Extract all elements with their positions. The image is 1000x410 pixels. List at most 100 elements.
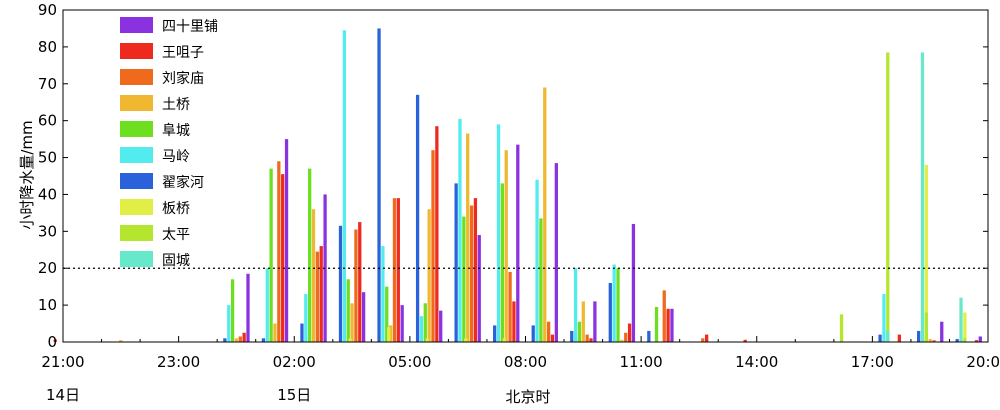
bar-7 xyxy=(223,338,227,342)
y-tick-label: 70 xyxy=(38,75,57,93)
bar-5 xyxy=(577,321,582,342)
bar-7 xyxy=(338,225,343,342)
bar-7 xyxy=(878,334,882,342)
bar-1 xyxy=(284,139,289,342)
x-tick-label: 14:00 xyxy=(735,353,778,371)
bar-2 xyxy=(358,222,362,342)
x-tick-label: 23:00 xyxy=(157,353,200,371)
y-tick-label: 50 xyxy=(38,149,57,167)
bar-4 xyxy=(311,209,316,342)
bar-4 xyxy=(581,301,585,342)
bar-3 xyxy=(701,338,705,342)
bar-2 xyxy=(396,198,400,342)
legend-label: 固城 xyxy=(162,253,190,269)
bar-3 xyxy=(662,290,666,342)
bar-7 xyxy=(570,330,574,342)
bar-2 xyxy=(666,308,670,342)
x-tick-label: 21:00 xyxy=(41,353,84,371)
bar-4 xyxy=(620,339,624,342)
bar-6 xyxy=(227,305,231,342)
bar-10 xyxy=(959,297,963,342)
bar-3 xyxy=(277,161,281,342)
legend-swatch xyxy=(120,95,153,111)
bar-2 xyxy=(281,174,285,342)
legend-swatch xyxy=(120,43,153,59)
bar-8 xyxy=(387,327,391,342)
bar-7 xyxy=(916,330,921,342)
bars-layer xyxy=(53,28,982,343)
bar-1 xyxy=(477,235,481,342)
bar-3 xyxy=(431,150,435,342)
bar-6 xyxy=(381,246,385,342)
bar-2 xyxy=(550,334,555,342)
bar-7 xyxy=(955,339,959,342)
date-label: 15日 xyxy=(277,386,311,404)
bar-1 xyxy=(593,301,597,342)
bar-10 xyxy=(886,330,890,342)
bar-3 xyxy=(932,340,936,342)
legend-swatch xyxy=(120,147,153,163)
bar-1 xyxy=(516,144,520,342)
legend-label: 板桥 xyxy=(162,201,190,217)
bar-2 xyxy=(473,198,478,342)
y-tick-label: 20 xyxy=(38,259,57,277)
bar-1 xyxy=(323,194,327,342)
y-tick-label: 90 xyxy=(38,1,57,19)
legend-label: 四十里铺 xyxy=(162,19,218,35)
legend-swatch xyxy=(120,173,153,189)
bar-7 xyxy=(377,28,381,342)
bar-4 xyxy=(504,150,508,342)
bar-2 xyxy=(242,332,246,342)
bar-3 xyxy=(392,198,397,342)
legend-label: 阜城 xyxy=(162,122,190,139)
bar-2 xyxy=(974,340,979,342)
bar-8 xyxy=(963,312,967,342)
legend-swatch xyxy=(120,17,153,33)
bar-3 xyxy=(624,332,628,342)
bar-5 xyxy=(654,306,659,342)
bar-7 xyxy=(261,338,266,342)
bar-5 xyxy=(230,279,235,342)
bar-2 xyxy=(743,339,747,342)
x-tick-label: 02:00 xyxy=(273,353,316,371)
bar-5 xyxy=(346,279,350,342)
y-tick-label: 10 xyxy=(38,296,57,314)
x-tick-label: 20:00 xyxy=(966,353,1000,371)
legend-swatch xyxy=(120,199,153,215)
legend-label: 王咀子 xyxy=(162,45,204,61)
y-tick-label: 80 xyxy=(38,38,57,56)
legend-swatch xyxy=(120,69,153,85)
bar-6 xyxy=(265,268,269,342)
bar-1 xyxy=(439,310,443,342)
bar-5 xyxy=(423,303,427,342)
bar-4 xyxy=(388,325,393,342)
legend-label: 太平 xyxy=(162,227,190,243)
bar-7 xyxy=(300,323,304,342)
bar-7 xyxy=(415,94,420,342)
legend-swatch xyxy=(120,121,153,137)
bar-6 xyxy=(496,124,501,342)
axes-layer: 0 10 20 30 40 50 60 70 80 90 21:00 23:00 02:00 05:00 0… xyxy=(38,1,1000,404)
bar-4 xyxy=(350,303,354,342)
bar-2 xyxy=(627,323,632,342)
bar-3 xyxy=(315,251,320,342)
x-tick-label: 05:00 xyxy=(388,353,431,371)
legend-label: 土桥 xyxy=(162,97,190,113)
bar-4 xyxy=(466,133,470,342)
bar-2 xyxy=(897,334,901,342)
x-tick-label: 17:00 xyxy=(851,353,894,371)
bar-4 xyxy=(119,340,123,342)
bar-8 xyxy=(464,338,468,342)
bar-9 xyxy=(886,52,890,343)
legend-label: 马岭 xyxy=(162,149,190,165)
legend-swatch xyxy=(120,251,153,267)
bar-8 xyxy=(502,338,506,342)
bar-1 xyxy=(361,292,366,342)
bar-5 xyxy=(539,218,543,342)
bar-6 xyxy=(882,294,886,342)
bar-3 xyxy=(585,334,589,342)
bar-7 xyxy=(454,183,458,342)
bar-6 xyxy=(304,294,308,342)
bar-2 xyxy=(53,339,57,342)
